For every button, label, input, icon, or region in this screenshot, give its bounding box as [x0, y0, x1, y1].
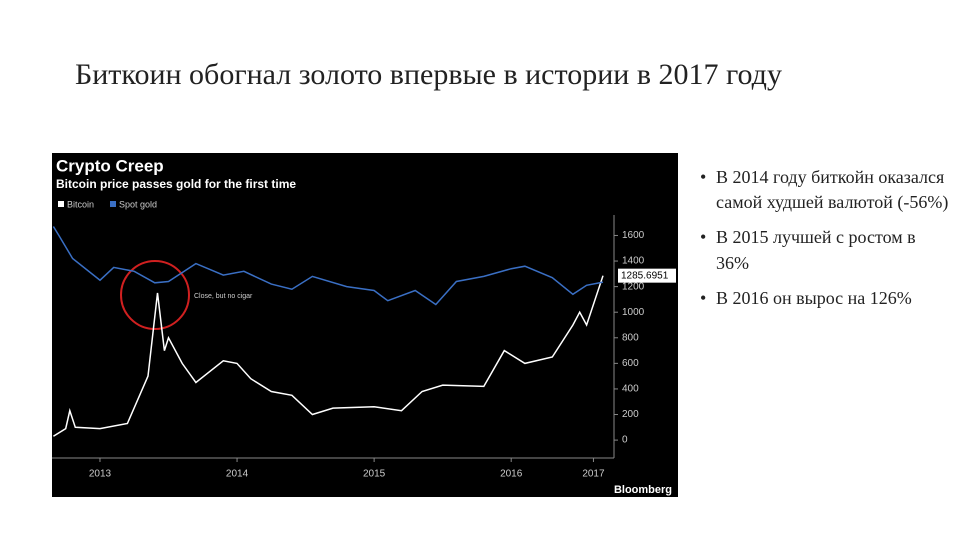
y-tick-label: 800 [622, 332, 639, 343]
y-tick-label: 200 [622, 409, 639, 420]
y-tick-label: 1200 [622, 281, 645, 292]
series-line [53, 275, 604, 437]
source: Bloomberg [614, 484, 672, 496]
x-tick-label: 2013 [89, 469, 112, 480]
chart: Crypto Creep Bitcoin price passes gold f… [52, 153, 678, 497]
value-label-box [618, 268, 676, 283]
x-tick-label: 2016 [500, 469, 523, 480]
bullet: В 2015 лучшей с ростом в 36% [700, 225, 950, 275]
bullet: В 2016 он вырос на 126% [700, 286, 950, 311]
y-tick-label: 600 [622, 358, 639, 369]
chart-title: Crypto Creep [56, 156, 164, 175]
y-tick-label: 400 [622, 384, 639, 395]
y-tick-label: 1600 [622, 230, 645, 241]
slide-title: Биткоин обогнал золото впервые в истории… [75, 58, 782, 91]
series-line [52, 226, 604, 306]
x-tick-label: 2017 [582, 469, 605, 480]
legend-label: Spot gold [119, 199, 157, 209]
bullet-list: В 2014 году биткойн оказался самой худше… [700, 165, 950, 321]
x-tick-label: 2015 [363, 469, 386, 480]
legend-swatch [58, 201, 64, 207]
bullet: В 2014 году биткойн оказался самой худше… [700, 165, 950, 215]
chart-subtitle: Bitcoin price passes gold for the first … [56, 177, 296, 191]
legend-label: Bitcoin [67, 199, 94, 209]
y-tick-label: 0 [622, 435, 628, 446]
x-tick-label: 2014 [226, 469, 249, 480]
y-tick-label: 1400 [622, 256, 645, 267]
annotation: Close, but no cigar [194, 293, 253, 300]
y-tick-label: 1000 [622, 307, 645, 318]
highlight-circle [120, 260, 190, 330]
value-label: 1285.6951 [621, 270, 669, 281]
legend-swatch [110, 201, 116, 207]
